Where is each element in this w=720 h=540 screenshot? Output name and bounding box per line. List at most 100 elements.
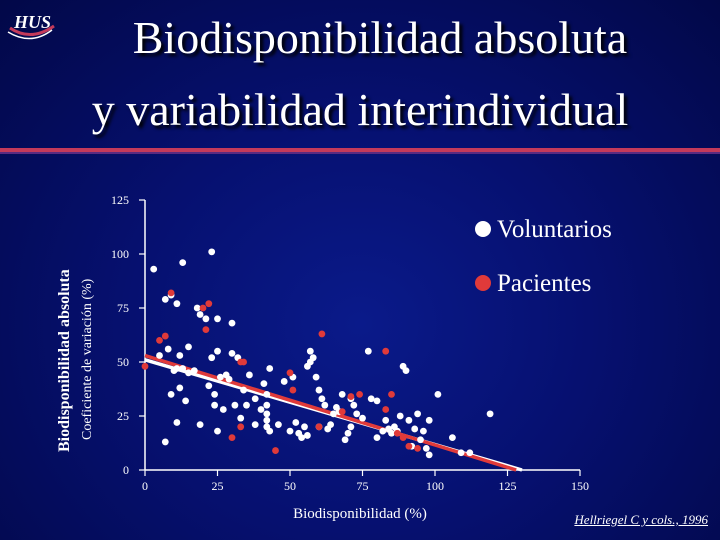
data-point-voluntarios [228,319,236,327]
data-point-voluntarios [214,347,221,355]
data-point-voluntarios [457,449,465,457]
data-point-voluntarios [304,432,311,439]
data-point-voluntarios [260,380,268,387]
page-title-line1: Biodisponibilidad absoluta [132,12,628,63]
data-point-pacientes [141,362,149,370]
legend-marker-voluntarios [475,221,491,237]
data-point-voluntarios [208,248,216,256]
y-tick-label: 100 [111,247,129,261]
data-point-voluntarios [190,367,198,375]
data-point-voluntarios [327,421,334,429]
y-tick-label: 125 [111,193,129,207]
data-point-voluntarios [185,343,192,351]
x-axis-label: Biodisponibilidad (%) [293,506,427,522]
data-point-voluntarios [161,438,169,446]
data-point-voluntarios [185,369,192,377]
data-point-voluntarios [364,347,372,355]
data-point-pacientes [237,423,245,431]
data-point-voluntarios [173,300,181,308]
data-point-voluntarios [379,427,387,435]
data-point-voluntarios [217,373,224,381]
data-point-voluntarios [167,391,175,398]
data-point-voluntarios [347,423,355,431]
data-point-pacientes [338,408,346,416]
data-point-voluntarios [373,434,381,441]
x-tick-label: 100 [426,479,444,493]
data-point-voluntarios [405,416,413,424]
x-tick-label: 125 [499,479,517,493]
data-point-voluntarios [161,295,169,303]
data-point-pacientes [382,406,390,413]
y-tick-label: 75 [117,301,129,315]
legend-label-voluntarios: Voluntarios [497,216,612,243]
data-point-voluntarios [315,386,323,394]
data-point-pacientes [228,434,236,441]
data-point-voluntarios [306,347,314,355]
data-point-voluntarios [321,401,329,409]
data-point-voluntarios [344,429,352,437]
data-point-voluntarios [240,386,248,394]
data-point-pacientes [347,393,355,400]
data-point-voluntarios [411,425,419,433]
data-point-pacientes [405,442,413,450]
data-point-voluntarios [173,365,181,372]
data-point-voluntarios [214,315,221,323]
data-point-voluntarios [301,423,308,431]
data-point-voluntarios [402,367,410,375]
data-point-voluntarios [231,401,239,409]
source-credit: Hellriegel C y cols., 1996 [574,512,708,527]
data-point-voluntarios [251,421,259,429]
data-point-voluntarios [330,410,337,418]
logo-text: HUS [13,12,51,32]
y-tick-label: 50 [117,355,129,369]
data-point-voluntarios [280,378,288,385]
x-tick-label: 0 [142,479,148,493]
data-point-voluntarios [312,373,320,381]
data-point-voluntarios [286,427,294,435]
legend-label-pacientes: Pacientes [497,270,591,297]
data-point-voluntarios [173,419,181,426]
legend-marker-pacientes [475,275,491,291]
data-point-pacientes [289,386,297,394]
data-point-pacientes [318,330,326,338]
data-point-voluntarios [396,412,404,420]
header-divider-shadow [0,152,720,154]
data-point-voluntarios [237,414,245,422]
data-point-pacientes [167,289,175,297]
data-point-voluntarios [196,421,204,429]
data-point-voluntarios [214,427,221,435]
data-point-voluntarios [486,410,494,418]
data-point-voluntarios [367,395,375,403]
data-point-voluntarios [182,397,190,405]
data-point-voluntarios [176,384,184,392]
data-point-voluntarios [425,416,433,424]
page-title-line2: y variabilidad interindividual [91,84,629,135]
data-point-voluntarios [338,391,346,398]
data-point-voluntarios [150,265,158,273]
y-tick-label: 0 [123,463,129,477]
data-point-voluntarios [211,391,219,398]
y-tick-label: 25 [117,409,129,423]
data-point-voluntarios [156,352,163,359]
data-point-voluntarios [466,449,474,457]
data-point-voluntarios [263,391,271,398]
data-point-pacientes [205,300,213,308]
data-point-voluntarios [298,434,305,441]
data-point-pacientes [356,391,363,398]
data-point-voluntarios [266,427,274,435]
data-point-voluntarios [309,354,317,362]
x-tick-label: 150 [571,479,589,493]
data-point-voluntarios [219,406,227,413]
x-tick-label: 25 [212,479,224,493]
data-point-voluntarios [263,410,271,418]
data-point-voluntarios [263,416,271,424]
data-point-voluntarios [350,401,358,409]
header-divider [0,148,720,152]
data-point-voluntarios [420,427,427,435]
data-point-voluntarios [193,304,201,312]
chart-legend: Voluntarios Pacientes [475,216,612,297]
data-point-voluntarios [205,382,213,390]
data-point-pacientes [286,369,294,377]
data-point-voluntarios [382,416,390,424]
data-point-pacientes [393,429,401,437]
